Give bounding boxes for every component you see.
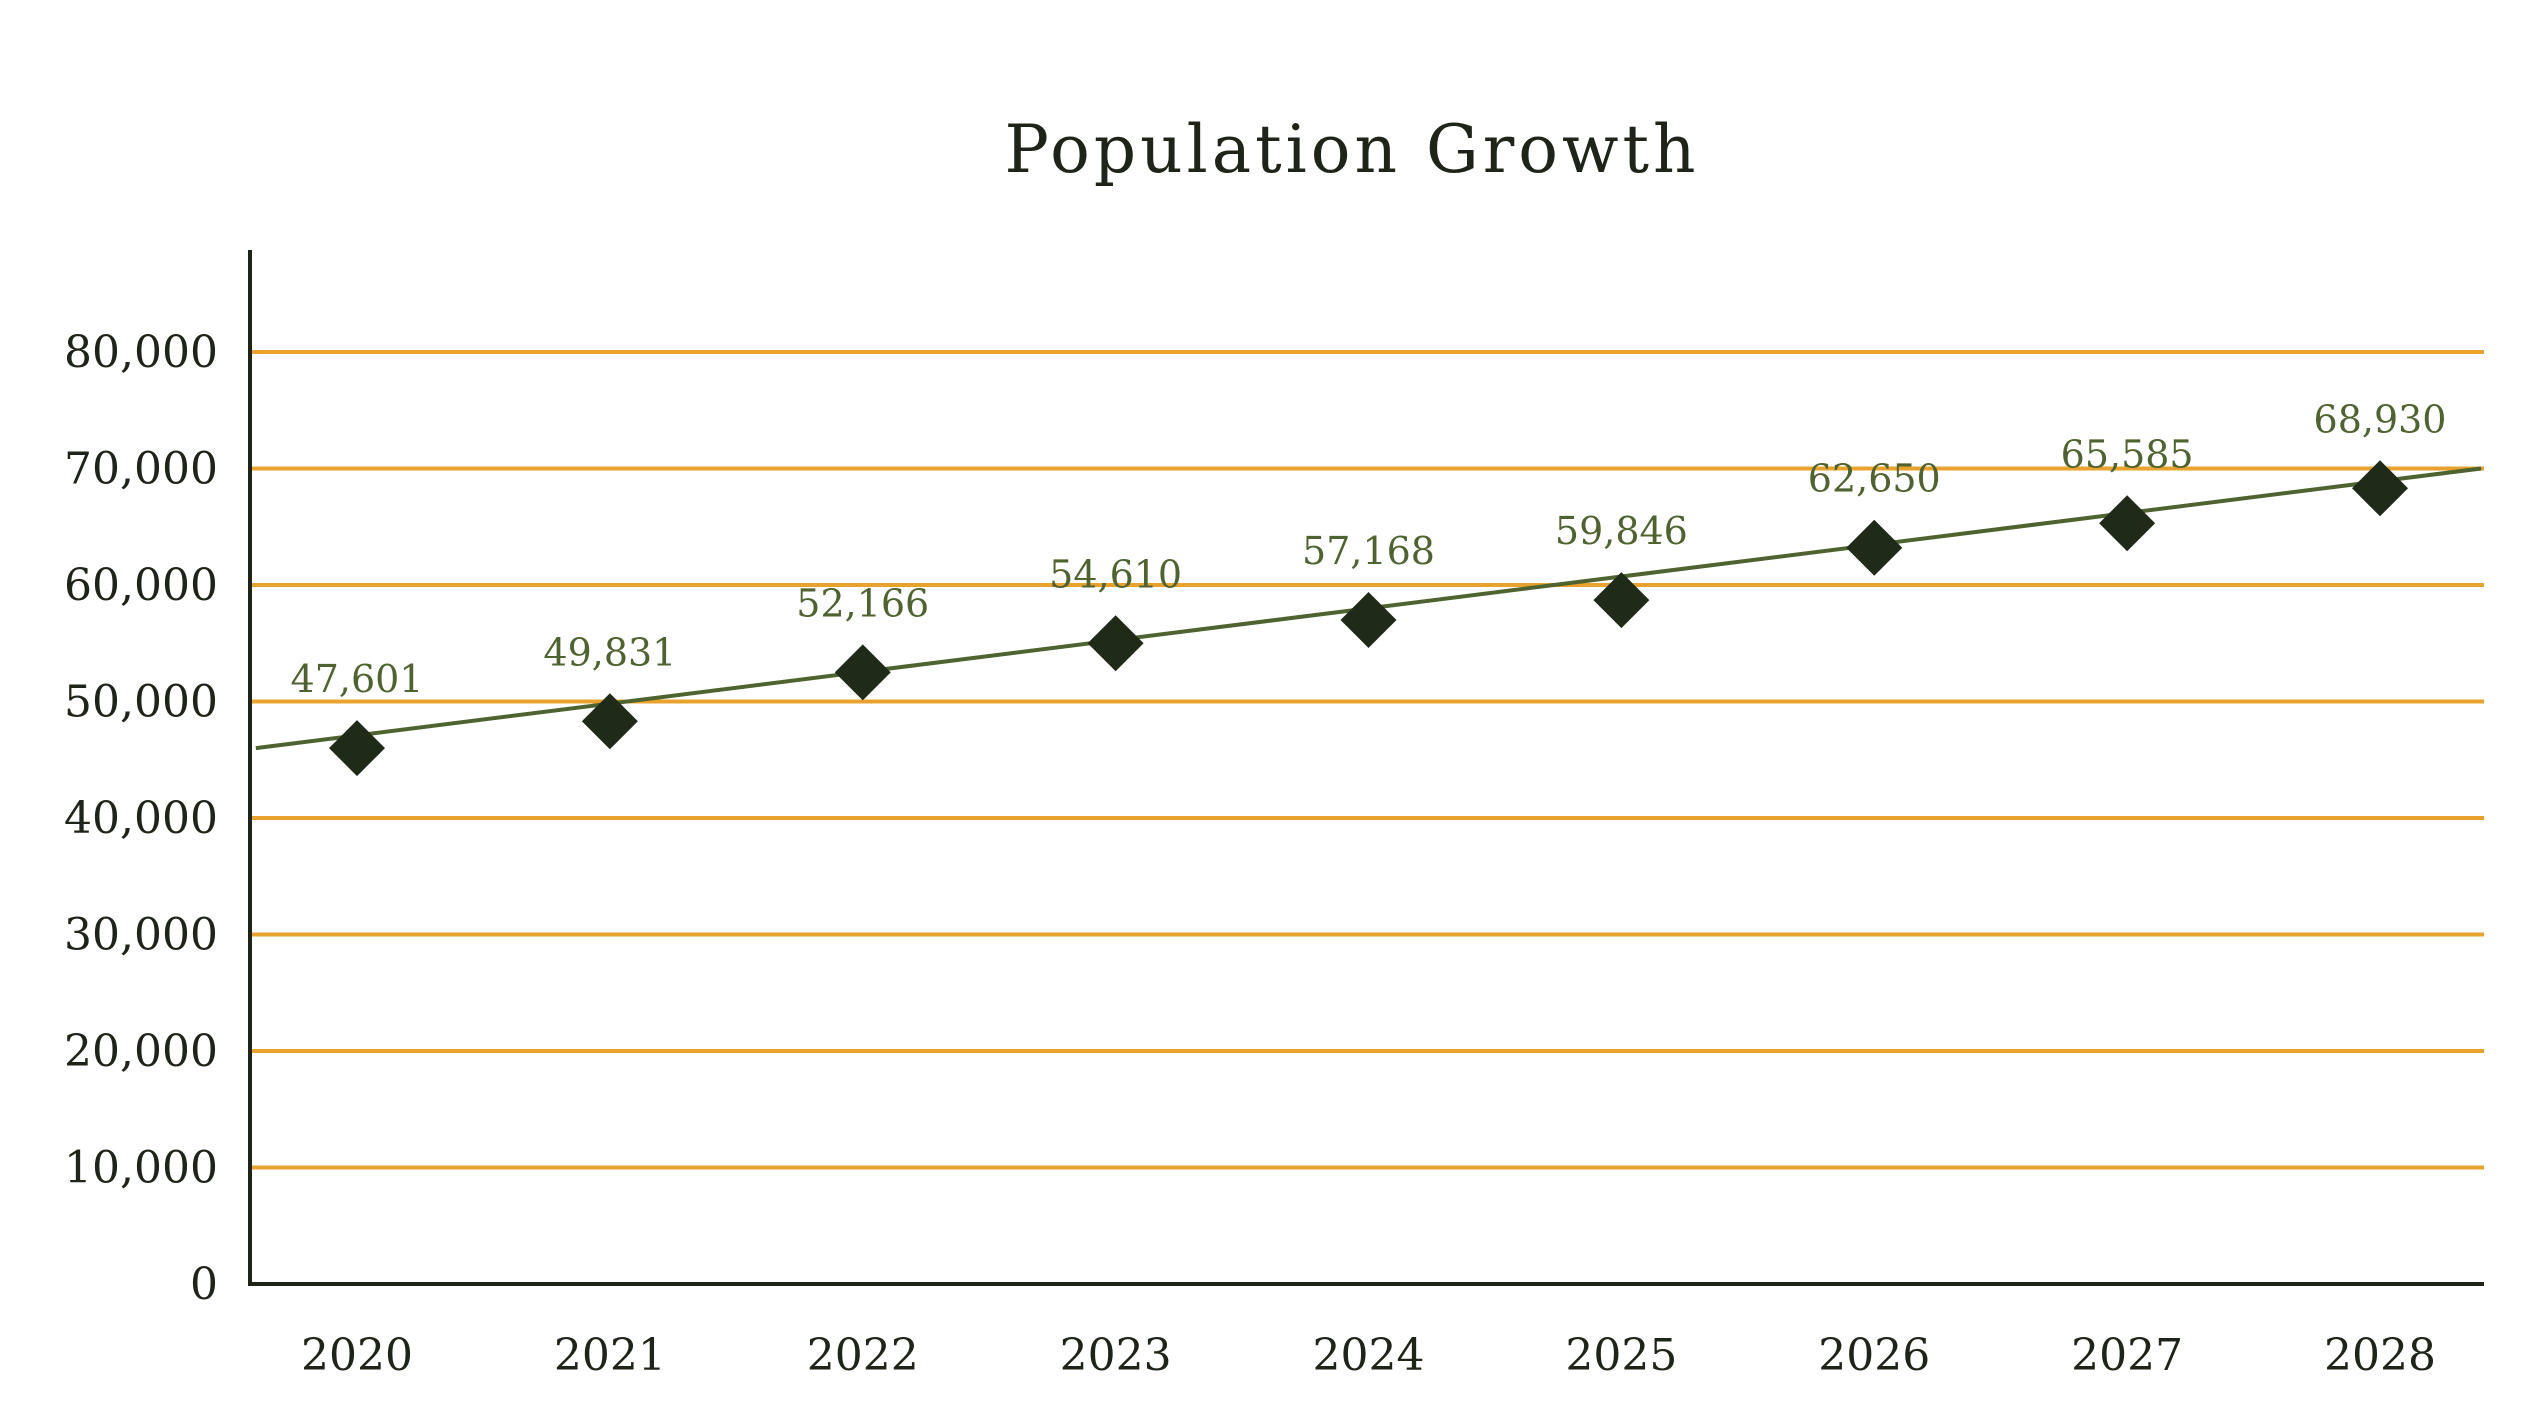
data-label: 47,601 <box>291 657 424 701</box>
x-tick-label: 2023 <box>1060 1330 1172 1381</box>
data-label: 59,846 <box>1555 509 1688 553</box>
x-tick-label: 2022 <box>807 1330 919 1381</box>
x-axis-ticks: 2020 2021 2022 2023 2024 2025 2026 2027 2028 <box>301 1330 2436 1381</box>
data-point-marker <box>2099 495 2156 552</box>
data-label: 57,168 <box>1302 529 1435 573</box>
data-point-marker <box>834 644 891 701</box>
data-label: 62,650 <box>1808 457 1941 501</box>
y-tick-label: 10,000 <box>64 1143 218 1194</box>
x-tick-label: 2027 <box>2071 1330 2183 1381</box>
y-tick-label: 80,000 <box>64 327 218 378</box>
y-tick-label: 30,000 <box>64 910 218 961</box>
data-label: 65,585 <box>2061 432 2194 476</box>
data-point-marker <box>329 720 385 777</box>
data-point-marker <box>1846 519 1903 576</box>
x-tick-label: 2021 <box>554 1330 666 1381</box>
y-tick-label: 70,000 <box>64 444 218 495</box>
x-tick-label: 2026 <box>1818 1330 1930 1381</box>
y-tick-label: 0 <box>190 1259 218 1310</box>
data-point-marker <box>581 693 638 750</box>
chart-title: Population Growth <box>1004 111 1699 188</box>
data-point-marker <box>2352 460 2408 517</box>
x-tick-label: 2024 <box>1313 1330 1425 1381</box>
y-tick-label: 20,000 <box>64 1026 218 1077</box>
axes <box>248 250 2484 1286</box>
y-tick-label: 40,000 <box>64 793 218 844</box>
data-point-marker <box>1087 615 1144 672</box>
x-tick-label: 2020 <box>301 1330 413 1381</box>
x-tick-label: 2025 <box>1565 1330 1677 1381</box>
data-label: 54,610 <box>1049 552 1182 596</box>
data-labels: 47,601 49,831 52,166 54,610 57,168 59,846 62,6… <box>291 397 2447 701</box>
y-tick-label: 50,000 <box>64 677 218 728</box>
y-tick-label: 60,000 <box>64 560 218 611</box>
data-label: 68,930 <box>2314 397 2447 441</box>
data-label: 49,831 <box>543 630 676 674</box>
data-point-marker <box>1340 591 1397 648</box>
x-tick-label: 2028 <box>2324 1330 2436 1381</box>
data-label: 52,166 <box>796 581 929 625</box>
data-point-marker <box>1593 572 1650 629</box>
data-markers <box>329 460 2408 777</box>
y-axis-ticks: 0 10,000 20,000 30,000 40,000 50,000 60,000 70,… <box>64 327 218 1310</box>
